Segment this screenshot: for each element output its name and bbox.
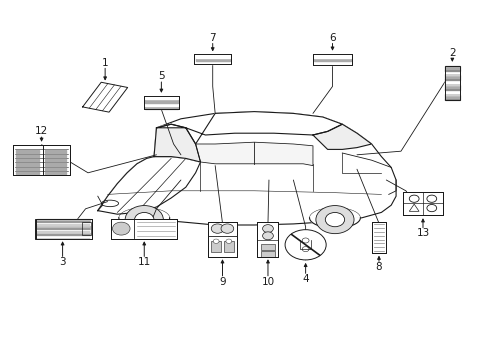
Bar <box>111 219 177 239</box>
Polygon shape <box>195 61 229 64</box>
Polygon shape <box>45 172 66 174</box>
Polygon shape <box>144 96 178 99</box>
Polygon shape <box>444 71 459 76</box>
Circle shape <box>285 230 325 260</box>
Polygon shape <box>309 218 360 228</box>
Bar <box>111 219 177 239</box>
Polygon shape <box>144 103 178 106</box>
Polygon shape <box>16 172 39 174</box>
Bar <box>444 66 459 100</box>
Bar <box>403 192 442 215</box>
Polygon shape <box>444 66 459 71</box>
Bar <box>257 222 278 256</box>
Bar <box>36 219 92 239</box>
Bar <box>194 54 231 64</box>
Text: 11: 11 <box>137 257 151 267</box>
Polygon shape <box>16 159 39 161</box>
Bar <box>143 96 179 109</box>
Text: 1: 1 <box>102 58 108 68</box>
Polygon shape <box>195 142 312 166</box>
Polygon shape <box>444 76 459 80</box>
Circle shape <box>225 239 231 243</box>
Text: 6: 6 <box>328 33 335 43</box>
Bar <box>371 222 386 253</box>
Bar <box>14 145 70 175</box>
Polygon shape <box>37 225 90 229</box>
Polygon shape <box>45 150 66 153</box>
Bar <box>194 54 231 64</box>
Circle shape <box>262 225 273 233</box>
Polygon shape <box>16 150 39 153</box>
Polygon shape <box>195 58 229 61</box>
Text: 9: 9 <box>219 276 225 287</box>
Polygon shape <box>37 235 90 239</box>
Polygon shape <box>444 85 459 90</box>
Polygon shape <box>444 95 459 100</box>
Bar <box>36 219 92 239</box>
Text: 2: 2 <box>448 48 455 58</box>
Circle shape <box>134 212 154 227</box>
Circle shape <box>262 232 273 240</box>
Bar <box>257 222 278 256</box>
Polygon shape <box>144 99 178 103</box>
Polygon shape <box>119 218 169 228</box>
Bar <box>261 244 274 250</box>
Text: 8: 8 <box>375 262 382 272</box>
Polygon shape <box>45 159 66 161</box>
Polygon shape <box>98 112 395 225</box>
Circle shape <box>221 224 233 233</box>
Text: 10: 10 <box>261 276 274 287</box>
Bar <box>211 241 221 252</box>
Circle shape <box>325 212 344 227</box>
Bar <box>208 222 236 256</box>
Bar <box>14 145 70 175</box>
Bar <box>261 251 274 257</box>
Bar <box>208 222 236 256</box>
Polygon shape <box>314 54 350 58</box>
Polygon shape <box>37 219 90 222</box>
Circle shape <box>112 222 130 235</box>
Polygon shape <box>144 106 178 109</box>
Text: 5: 5 <box>158 71 164 81</box>
Bar <box>82 222 91 235</box>
Circle shape <box>125 206 163 234</box>
Polygon shape <box>314 61 350 65</box>
Text: 7: 7 <box>209 33 216 43</box>
Bar <box>143 96 179 109</box>
Circle shape <box>315 206 353 234</box>
Text: 12: 12 <box>35 126 48 136</box>
Text: 3: 3 <box>59 257 66 267</box>
Bar <box>403 192 442 215</box>
Text: 4: 4 <box>302 274 308 284</box>
Bar <box>313 54 351 65</box>
Polygon shape <box>37 222 90 225</box>
Polygon shape <box>312 124 371 149</box>
Bar <box>313 54 351 65</box>
Polygon shape <box>82 82 127 112</box>
Polygon shape <box>45 163 66 166</box>
Polygon shape <box>16 155 39 157</box>
Polygon shape <box>45 168 66 170</box>
Polygon shape <box>37 229 90 232</box>
Circle shape <box>211 224 224 233</box>
Polygon shape <box>98 157 200 214</box>
Polygon shape <box>314 58 350 61</box>
Circle shape <box>213 239 219 243</box>
Polygon shape <box>154 124 200 162</box>
Text: 13: 13 <box>415 228 429 238</box>
Polygon shape <box>195 54 229 58</box>
Polygon shape <box>444 90 459 95</box>
Polygon shape <box>37 232 90 235</box>
Polygon shape <box>16 168 39 170</box>
Polygon shape <box>16 163 39 166</box>
Polygon shape <box>444 80 459 85</box>
Polygon shape <box>45 155 66 157</box>
Bar <box>371 222 386 253</box>
Polygon shape <box>156 112 342 144</box>
Bar <box>224 241 233 252</box>
Bar <box>444 66 459 100</box>
